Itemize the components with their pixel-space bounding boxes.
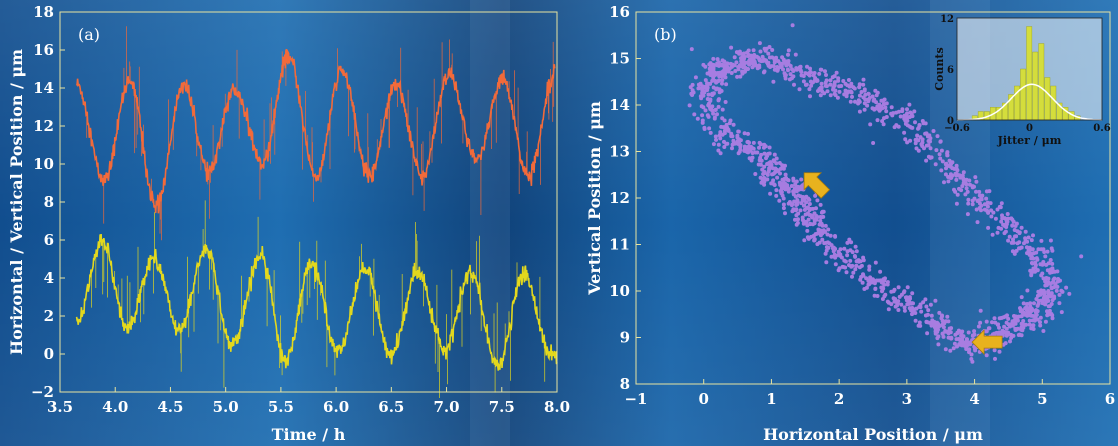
inset-x-axis-label: Jitter / μm xyxy=(997,134,1062,147)
panel-a-series-0-spikes xyxy=(86,26,555,241)
panel-a-y-tick-label: 2 xyxy=(44,307,54,325)
panel-a-label: (a) xyxy=(78,25,100,44)
panel-b-y-tick-label: 12 xyxy=(609,189,630,207)
panel-b-y-tick-label: 11 xyxy=(609,236,630,254)
panel-b-x-tick-label: 5 xyxy=(1037,390,1047,408)
panel-a-y-tick-label: 16 xyxy=(33,41,54,59)
panel-a-y-tick-label: 10 xyxy=(33,155,54,173)
panel-b-y-tick-label: 10 xyxy=(609,282,630,300)
panel-a-x-tick-label: 7.0 xyxy=(434,398,460,416)
panel-a-x-tick-label: 6.5 xyxy=(378,398,404,416)
panel-a-x-tick-label: 7.5 xyxy=(489,398,515,416)
panel-b-x-tick-label: 0 xyxy=(698,390,708,408)
panel-b-y-tick-label: 16 xyxy=(609,3,630,21)
panel-b-y-axis-label: Vertical Position / μm xyxy=(585,101,604,296)
panel-a-y-tick-label: 12 xyxy=(33,117,54,135)
panel-b-x-tick-label: 3 xyxy=(902,390,912,408)
panel-a-y-tick-label: 14 xyxy=(33,79,54,97)
inset-x-tick-label: 0 xyxy=(1026,123,1033,134)
panel-b-y-tick-label: 13 xyxy=(609,143,630,161)
panel-b-y-tick-label: 14 xyxy=(609,96,630,114)
panel-b-x-tick-label: 6 xyxy=(1105,390,1115,408)
inset-histogram-bar xyxy=(1044,77,1051,121)
panel-a-y-axis-label: Horizontal / Vertical Position / μm xyxy=(7,49,26,355)
inset-y-tick-label: 0 xyxy=(947,116,954,127)
panel-a-series-1 xyxy=(75,200,558,398)
panel-a-x-tick-label: 8.0 xyxy=(544,398,570,416)
inset-frame xyxy=(956,17,1103,121)
panel-a-series-1-spikes xyxy=(91,200,546,398)
panel-a-x-tick-label: 4.5 xyxy=(157,398,183,416)
panel-b-x-tick-label: 4 xyxy=(969,390,979,408)
inset-x-tick-label: 0.6 xyxy=(1093,123,1110,134)
inset-y-tick-label: 6 xyxy=(947,65,954,76)
panel-b-x-tick-label: −1 xyxy=(624,390,647,408)
panel-b-y-tick-label: 9 xyxy=(620,329,630,347)
panel-b-x-axis-label: Horizontal Position / μm xyxy=(763,425,983,444)
panel-a-x-tick-label: 4.0 xyxy=(102,398,128,416)
inset-histogram-bar xyxy=(1050,85,1057,121)
inset-y-tick-label: 12 xyxy=(940,14,954,25)
trajectory-direction-arrow xyxy=(803,172,831,199)
panel-a-y-tick-label: 18 xyxy=(33,3,54,21)
inset-gaussian-fit xyxy=(956,83,1102,121)
panel-a-x-tick-label: 6.0 xyxy=(323,398,349,416)
panel-a-x-tick-label: 5.5 xyxy=(268,398,294,416)
panel-b-y-tick-label: 8 xyxy=(620,375,630,393)
panel-a-x-axis-label: Time / h xyxy=(272,425,346,444)
panel-a-x-tick-label: 3.5 xyxy=(47,398,73,416)
panel-a-y-tick-label: 4 xyxy=(44,269,54,287)
panel-a-y-tick-label: −2 xyxy=(31,383,54,401)
inset-x-tick-label: −0.6 xyxy=(944,123,970,134)
panel-a-y-tick-label: 6 xyxy=(44,231,54,249)
panel-a-y-tick-label: 0 xyxy=(44,345,54,363)
inset-histogram-bar xyxy=(1038,43,1045,121)
panel-a-y-tick-label: 8 xyxy=(44,193,54,211)
panel-a-series-1-line xyxy=(75,234,558,371)
inset-histogram-bar xyxy=(1026,26,1033,121)
panel-b-y-tick-label: 15 xyxy=(609,50,630,68)
panel-b-x-tick-label: 2 xyxy=(834,390,844,408)
panel-b-x-tick-label: 1 xyxy=(766,390,776,408)
inset-y-axis-label: Counts xyxy=(933,47,946,90)
panel-a-x-tick-label: 5.0 xyxy=(213,398,239,416)
panel-a-series-0 xyxy=(75,26,556,241)
trajectory-direction-arrow xyxy=(971,329,1003,356)
inset-histogram-bar xyxy=(1020,68,1027,121)
panel-a-series-0-line xyxy=(75,48,556,214)
panel-b-label: (b) xyxy=(654,25,677,44)
